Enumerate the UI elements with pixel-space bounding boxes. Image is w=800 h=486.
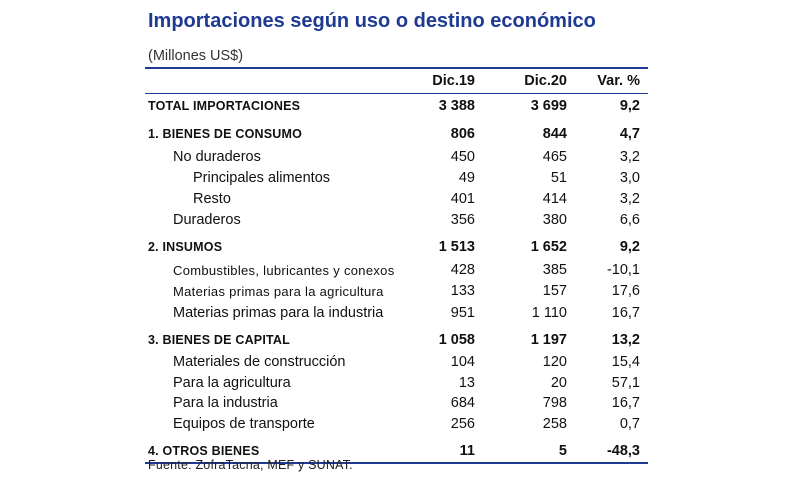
value-dic19: 1 058 bbox=[438, 332, 475, 348]
row-label: TOTAL IMPORTACIONES bbox=[148, 99, 301, 113]
header-var: Var. % bbox=[597, 73, 640, 89]
table-row: Resto 401 414 3,2 bbox=[145, 188, 648, 210]
table-title: Importaciones según uso o destino económ… bbox=[148, 10, 596, 32]
value-dic19: 806 bbox=[450, 126, 475, 142]
row-label: Combustibles, lubricantes y conexos bbox=[173, 262, 395, 278]
value-var: 3,2 bbox=[619, 149, 640, 165]
value-dic19: 49 bbox=[458, 170, 475, 186]
value-dic20: 844 bbox=[542, 126, 567, 142]
table-row: 4. OTROS BIENES 11 5 -48,3 bbox=[145, 435, 648, 462]
table-row: Materias primas para la industria 951 1 11… bbox=[145, 302, 648, 324]
table-row: Principales alimentos 49 51 3,0 bbox=[145, 168, 648, 188]
table-row: 2. INSUMOS 1 513 1 652 9,2 bbox=[145, 230, 648, 260]
row-label: Materias primas para la industria bbox=[173, 305, 384, 321]
value-dic19: 1 513 bbox=[438, 239, 475, 255]
value-var: -48,3 bbox=[606, 442, 640, 459]
row-label: 4. OTROS BIENES bbox=[148, 443, 260, 458]
value-dic19: 11 bbox=[459, 442, 475, 459]
value-dic19: 951 bbox=[450, 305, 475, 321]
value-dic19: 104 bbox=[450, 354, 475, 370]
table-row: Para la agricultura 13 20 57,1 bbox=[145, 372, 648, 393]
row-label: Materias primas para la agricultura bbox=[173, 283, 384, 299]
row-label: Para la industria bbox=[173, 395, 278, 411]
value-dic20: 385 bbox=[542, 262, 567, 278]
row-label: Para la agricultura bbox=[173, 374, 291, 391]
value-dic19: 256 bbox=[450, 416, 475, 432]
header-dic20: Dic.20 bbox=[524, 73, 567, 89]
value-var: 17,6 bbox=[611, 283, 640, 299]
row-label: Duraderos bbox=[173, 212, 241, 228]
value-dic20: 465 bbox=[542, 149, 567, 165]
value-var: 3,0 bbox=[619, 170, 640, 186]
value-var: 3,2 bbox=[619, 191, 640, 207]
table-row: Materiales de construcción 104 120 15,4 bbox=[145, 352, 648, 372]
value-dic19: 428 bbox=[450, 262, 475, 278]
value-var: 9,2 bbox=[619, 239, 640, 255]
table-row: 1. BIENES DE CONSUMO 806 844 4,7 bbox=[145, 118, 648, 146]
imports-table: Dic.19 Dic.20 Var. % TOTAL IMPORTACIONES… bbox=[145, 67, 648, 464]
header-dic19: Dic.19 bbox=[432, 73, 475, 89]
row-label: Materiales de construcción bbox=[173, 354, 346, 370]
table-row: TOTAL IMPORTACIONES 3 388 3 699 9,2 bbox=[145, 94, 648, 118]
value-dic20: 1 197 bbox=[530, 332, 567, 348]
value-var: 16,7 bbox=[611, 395, 640, 411]
table-row: No duraderos 450 465 3,2 bbox=[145, 146, 648, 168]
value-var: 6,6 bbox=[619, 212, 640, 228]
value-dic19: 3 388 bbox=[438, 98, 475, 114]
row-label: No duraderos bbox=[173, 149, 261, 165]
table-row: 3. BIENES DE CAPITAL 1 058 1 197 13,2 bbox=[145, 324, 648, 352]
value-dic20: 380 bbox=[542, 212, 567, 228]
units-label: (Millones US$) bbox=[148, 48, 244, 64]
value-dic20: 157 bbox=[542, 283, 567, 299]
row-label: 2. INSUMOS bbox=[148, 240, 223, 254]
source-note: Fuente: ZofraTacna, MEF y SUNAT. bbox=[148, 458, 353, 472]
table-row: Duraderos 356 380 6,6 bbox=[145, 210, 648, 230]
value-var: 16,7 bbox=[611, 305, 640, 321]
row-label: 1. BIENES DE CONSUMO bbox=[148, 127, 303, 141]
value-var: 4,7 bbox=[619, 126, 640, 142]
value-dic20: 51 bbox=[550, 170, 567, 186]
value-dic20: 258 bbox=[542, 416, 567, 432]
value-dic19: 401 bbox=[450, 191, 475, 207]
value-dic19: 684 bbox=[450, 395, 475, 411]
value-dic20: 20 bbox=[550, 374, 567, 391]
value-var: 15,4 bbox=[611, 354, 640, 370]
table-row: Materias primas para la agricultura 133 15… bbox=[145, 280, 648, 302]
value-var: 9,2 bbox=[619, 98, 640, 114]
value-dic20: 3 699 bbox=[530, 98, 567, 114]
value-var: 57,1 bbox=[611, 374, 640, 391]
table-row: Equipos de transporte 256 258 0,7 bbox=[145, 413, 648, 435]
value-dic20: 1 652 bbox=[530, 239, 567, 255]
value-var: 0,7 bbox=[619, 416, 640, 432]
row-label: Resto bbox=[193, 191, 231, 207]
table-header: Dic.19 Dic.20 Var. % bbox=[145, 69, 648, 94]
table-row: Combustibles, lubricantes y conexos 428 38… bbox=[145, 260, 648, 280]
value-var: -10,1 bbox=[606, 262, 640, 278]
value-var: 13,2 bbox=[611, 332, 640, 348]
value-dic20: 5 bbox=[558, 442, 567, 459]
table-row: Para la industria 684 798 16,7 bbox=[145, 393, 648, 413]
value-dic19: 356 bbox=[450, 212, 475, 228]
row-label: Principales alimentos bbox=[193, 170, 331, 186]
value-dic20: 414 bbox=[542, 191, 567, 207]
row-label: 3. BIENES DE CAPITAL bbox=[148, 333, 290, 347]
table-body: TOTAL IMPORTACIONES 3 388 3 699 9,2 1. BIENE… bbox=[145, 94, 648, 462]
value-dic19: 450 bbox=[450, 149, 475, 165]
value-dic20: 1 110 bbox=[531, 305, 567, 321]
row-label: Equipos de transporte bbox=[173, 416, 315, 432]
value-dic19: 133 bbox=[450, 283, 475, 299]
value-dic20: 798 bbox=[542, 395, 567, 411]
value-dic20: 120 bbox=[542, 354, 567, 370]
value-dic19: 13 bbox=[458, 374, 475, 391]
